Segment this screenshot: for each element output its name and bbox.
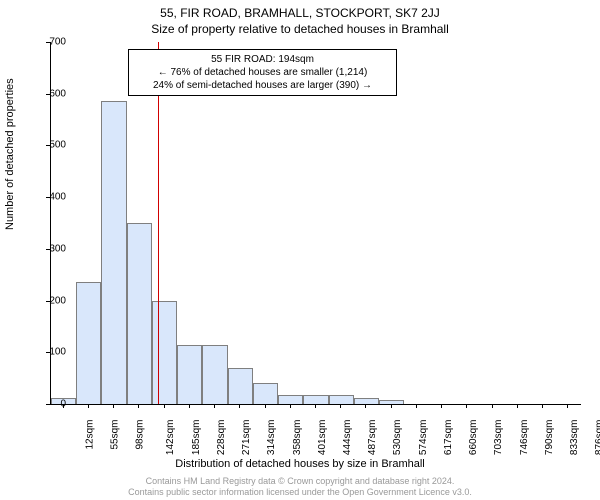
y-tick-label: 500: [49, 140, 66, 151]
histogram-bar: [228, 368, 253, 404]
histogram-bar: [329, 395, 354, 404]
y-tick-mark: [46, 197, 50, 198]
footer-line2: Contains public sector information licen…: [0, 487, 600, 498]
histogram-bar: [152, 301, 177, 404]
footer-line1: Contains HM Land Registry data © Crown c…: [0, 476, 600, 487]
x-tick-mark: [416, 404, 417, 408]
y-tick-label: 400: [49, 192, 66, 203]
x-tick-mark: [567, 404, 568, 408]
histogram-bar: [253, 383, 278, 404]
y-tick-label: 100: [49, 347, 66, 358]
info-line3: 24% of semi-detached houses are larger (…: [135, 79, 390, 92]
x-tick-label: 876sqm: [594, 420, 600, 456]
x-tick-label: 314sqm: [266, 420, 277, 456]
histogram-bar: [101, 101, 126, 404]
y-axis-label: Number of detached properties: [4, 78, 16, 230]
y-tick-label: 700: [49, 37, 66, 48]
x-tick-mark: [113, 404, 114, 408]
x-tick-mark: [466, 404, 467, 408]
x-tick-label: 98sqm: [135, 420, 146, 450]
y-tick-label: 300: [49, 243, 66, 254]
x-tick-label: 790sqm: [544, 420, 555, 456]
x-tick-label: 530sqm: [393, 420, 404, 456]
x-tick-mark: [492, 404, 493, 408]
reference-line: [158, 42, 159, 404]
histogram-bar: [278, 395, 303, 404]
x-tick-mark: [391, 404, 392, 408]
x-tick-label: 487sqm: [367, 420, 378, 456]
y-tick-mark: [46, 352, 50, 353]
histogram-bar: [177, 345, 202, 404]
y-tick-label: 200: [49, 295, 66, 306]
title-address: 55, FIR ROAD, BRAMHALL, STOCKPORT, SK7 2…: [0, 6, 600, 20]
x-tick-label: 574sqm: [418, 420, 429, 456]
y-tick-mark: [46, 94, 50, 95]
x-tick-mark: [164, 404, 165, 408]
y-tick-mark: [46, 404, 50, 405]
x-tick-label: 228sqm: [216, 420, 227, 456]
x-tick-label: 55sqm: [109, 420, 120, 450]
x-tick-label: 142sqm: [165, 420, 176, 456]
info-box: 55 FIR ROAD: 194sqm ← 76% of detached ho…: [128, 49, 397, 96]
x-tick-mark: [214, 404, 215, 408]
y-tick-mark: [46, 42, 50, 43]
footer-credits: Contains HM Land Registry data © Crown c…: [0, 476, 600, 498]
histogram-bar: [379, 400, 404, 404]
x-tick-mark: [441, 404, 442, 408]
histogram-bar: [76, 282, 101, 404]
info-line1: 55 FIR ROAD: 194sqm: [135, 53, 390, 66]
histogram-bar: [303, 395, 328, 404]
x-tick-mark: [542, 404, 543, 408]
x-axis-label: Distribution of detached houses by size …: [0, 458, 600, 470]
x-tick-label: 833sqm: [569, 420, 580, 456]
x-tick-label: 12sqm: [84, 420, 95, 450]
x-tick-label: 617sqm: [443, 420, 454, 456]
x-tick-mark: [265, 404, 266, 408]
x-tick-mark: [239, 404, 240, 408]
y-tick-mark: [46, 145, 50, 146]
plot-area: [50, 42, 581, 405]
x-tick-label: 358sqm: [292, 420, 303, 456]
x-tick-mark: [88, 404, 89, 408]
y-tick-label: 600: [49, 88, 66, 99]
info-line2: ← 76% of detached houses are smaller (1,…: [135, 66, 390, 79]
x-tick-mark: [517, 404, 518, 408]
y-tick-mark: [46, 249, 50, 250]
x-tick-mark: [189, 404, 190, 408]
x-tick-label: 271sqm: [241, 420, 252, 456]
x-tick-label: 660sqm: [468, 420, 479, 456]
x-tick-label: 703sqm: [494, 420, 505, 456]
histogram-bar: [127, 223, 152, 404]
title-subtitle: Size of property relative to detached ho…: [0, 22, 600, 36]
x-tick-mark: [340, 404, 341, 408]
x-tick-label: 185sqm: [191, 420, 202, 456]
x-tick-mark: [138, 404, 139, 408]
x-tick-label: 746sqm: [519, 420, 530, 456]
x-tick-label: 444sqm: [342, 420, 353, 456]
x-tick-mark: [63, 404, 64, 408]
histogram-bar: [202, 345, 227, 404]
x-tick-label: 401sqm: [317, 420, 328, 456]
x-tick-mark: [290, 404, 291, 408]
x-tick-mark: [315, 404, 316, 408]
y-tick-mark: [46, 301, 50, 302]
x-tick-mark: [365, 404, 366, 408]
chart-container: 55, FIR ROAD, BRAMHALL, STOCKPORT, SK7 2…: [0, 0, 600, 500]
